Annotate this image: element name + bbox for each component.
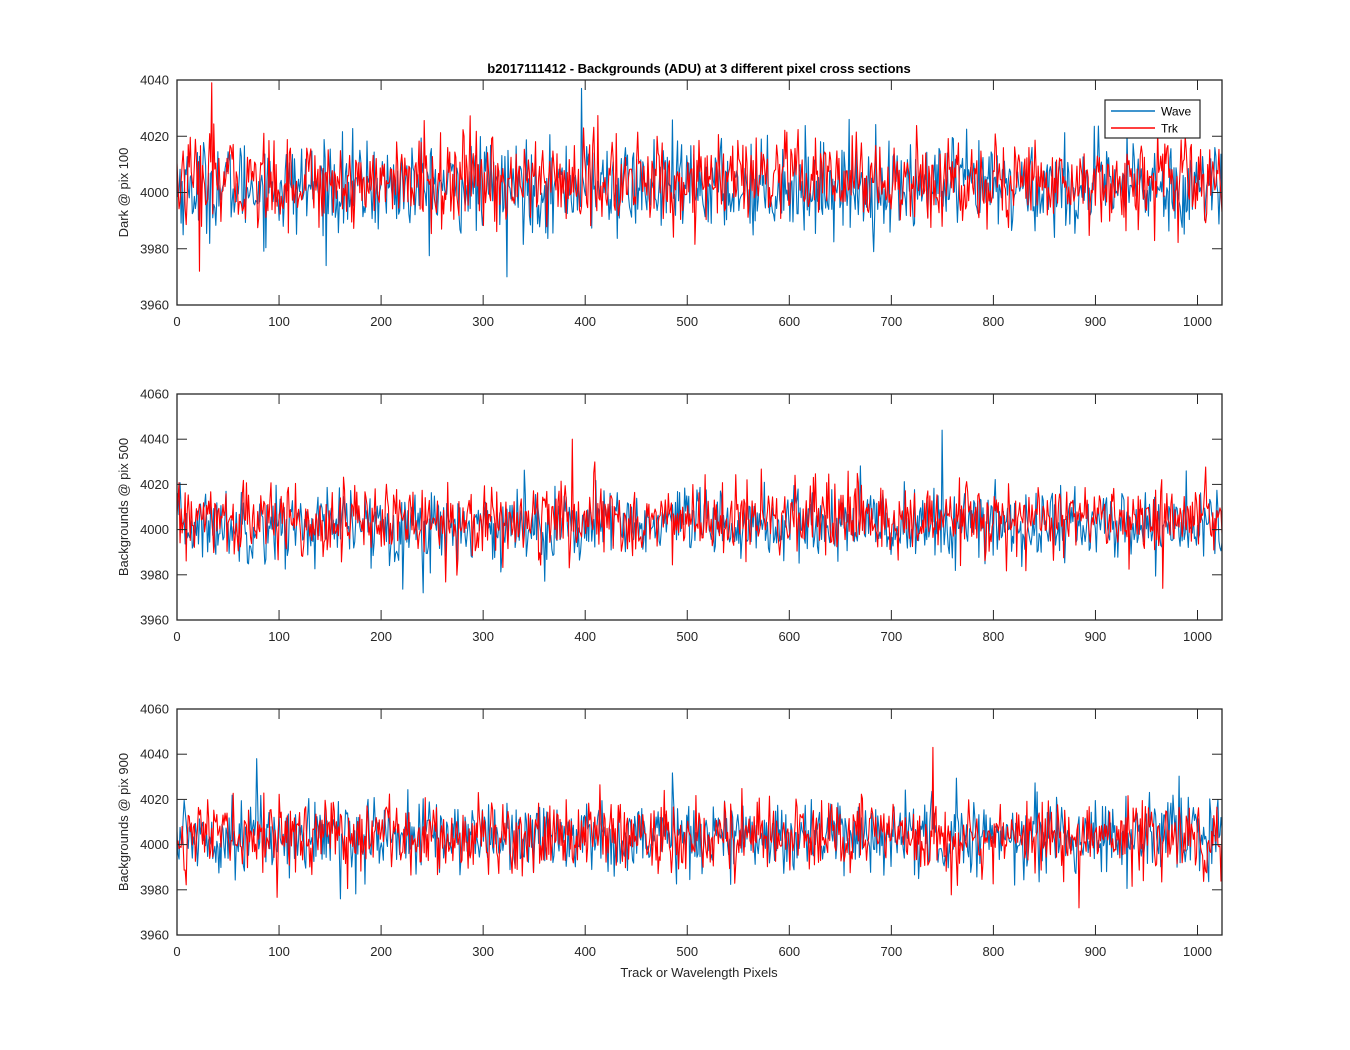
x-tick-label: 700 (881, 944, 903, 959)
y-tick-label: 4020 (140, 129, 169, 144)
legend: Wave Trk (1104, 99, 1201, 139)
x-tick-label: 500 (676, 944, 698, 959)
x-tick-label: 1000 (1183, 944, 1212, 959)
y-tick-label: 4000 (140, 185, 169, 200)
x-tick-label: 0 (173, 314, 180, 329)
series-line-trk (177, 82, 1222, 272)
chart-title: b2017111412 - Backgrounds (ADU) at 3 dif… (487, 61, 910, 76)
x-tick-label: 600 (778, 944, 800, 959)
x-tick-label: 800 (983, 944, 1005, 959)
y-tick-label: 3980 (140, 241, 169, 256)
y-tick-label: 4000 (140, 522, 169, 537)
series-line-trk (177, 438, 1222, 589)
y-tick-label: 3960 (140, 928, 169, 943)
y-tick-label: 3980 (140, 567, 169, 582)
y-axis-label: Dark @ pix 100 (116, 148, 131, 238)
x-tick-label: 1000 (1183, 629, 1212, 644)
y-tick-label: 3960 (140, 613, 169, 628)
x-tick-label: 900 (1085, 629, 1107, 644)
legend-label-trk: Trk (1161, 122, 1179, 136)
y-tick-label: 4040 (140, 747, 169, 762)
y-tick-label: 4040 (140, 73, 169, 88)
x-tick-label: 300 (472, 629, 494, 644)
subplot-1: 0 100 200 300 400 500 600 700 800 900 1000 3960 3980… (116, 73, 1223, 329)
x-tick-label: 100 (268, 629, 290, 644)
legend-label-wave: Wave (1161, 105, 1192, 119)
x-tick-label: 300 (472, 944, 494, 959)
x-tick-label: 900 (1085, 314, 1107, 329)
subplot-3: 0 100 200 300 400 500 600 700 800 900 1000 3960 3980… (116, 702, 1223, 959)
y-axis-label: Backgrounds @ pix 900 (116, 753, 131, 891)
x-tick-label: 400 (574, 944, 596, 959)
y-tick-label: 4060 (140, 702, 169, 717)
axes-box (176, 708, 1223, 936)
x-tick-label: 900 (1085, 944, 1107, 959)
x-tick-label: 200 (370, 314, 392, 329)
subplots: 0 100 200 300 400 500 600 700 800 900 100039603980… (116, 73, 1223, 959)
x-tick-label: 100 (268, 314, 290, 329)
series-group (177, 429, 1222, 594)
x-tick-label: 0 (173, 629, 180, 644)
y-axis-label: Backgrounds @ pix 500 (116, 438, 131, 576)
x-tick-label: 100 (268, 944, 290, 959)
x-tick-label: 200 (370, 629, 392, 644)
series-group (177, 82, 1222, 278)
series-line-trk (177, 746, 1222, 909)
x-tick-label: 400 (574, 314, 596, 329)
x-tick-label: 600 (778, 314, 800, 329)
y-tick-label: 3980 (140, 882, 169, 897)
x-tick-label: 700 (881, 314, 903, 329)
x-tick-label: 800 (983, 314, 1005, 329)
x-axis-label: Track or Wavelength Pixels (620, 965, 778, 980)
x-tick-label: 500 (676, 629, 698, 644)
x-tick-label: 400 (574, 629, 596, 644)
y-tick-label: 3960 (140, 298, 169, 313)
y-tick-label: 4020 (140, 477, 169, 492)
x-tick-label: 0 (173, 944, 180, 959)
legend-box (1104, 99, 1201, 139)
x-tick-label: 800 (983, 629, 1005, 644)
x-tick-label: 1000 (1183, 314, 1212, 329)
axes-box (176, 393, 1223, 621)
y-tick-label: 4060 (140, 387, 169, 402)
y-tick-label: 4000 (140, 837, 169, 852)
x-tick-label: 200 (370, 944, 392, 959)
x-tick-label: 500 (676, 314, 698, 329)
x-tick-label: 700 (881, 629, 903, 644)
y-tick-label: 4020 (140, 792, 169, 807)
x-tick-label: 600 (778, 629, 800, 644)
x-tick-label: 300 (472, 314, 494, 329)
series-group (177, 746, 1222, 909)
subplot-2: 0 100 200 300 400 500 600 700 800 900 1000 3960 3980… (116, 387, 1223, 644)
y-tick-label: 4040 (140, 432, 169, 447)
